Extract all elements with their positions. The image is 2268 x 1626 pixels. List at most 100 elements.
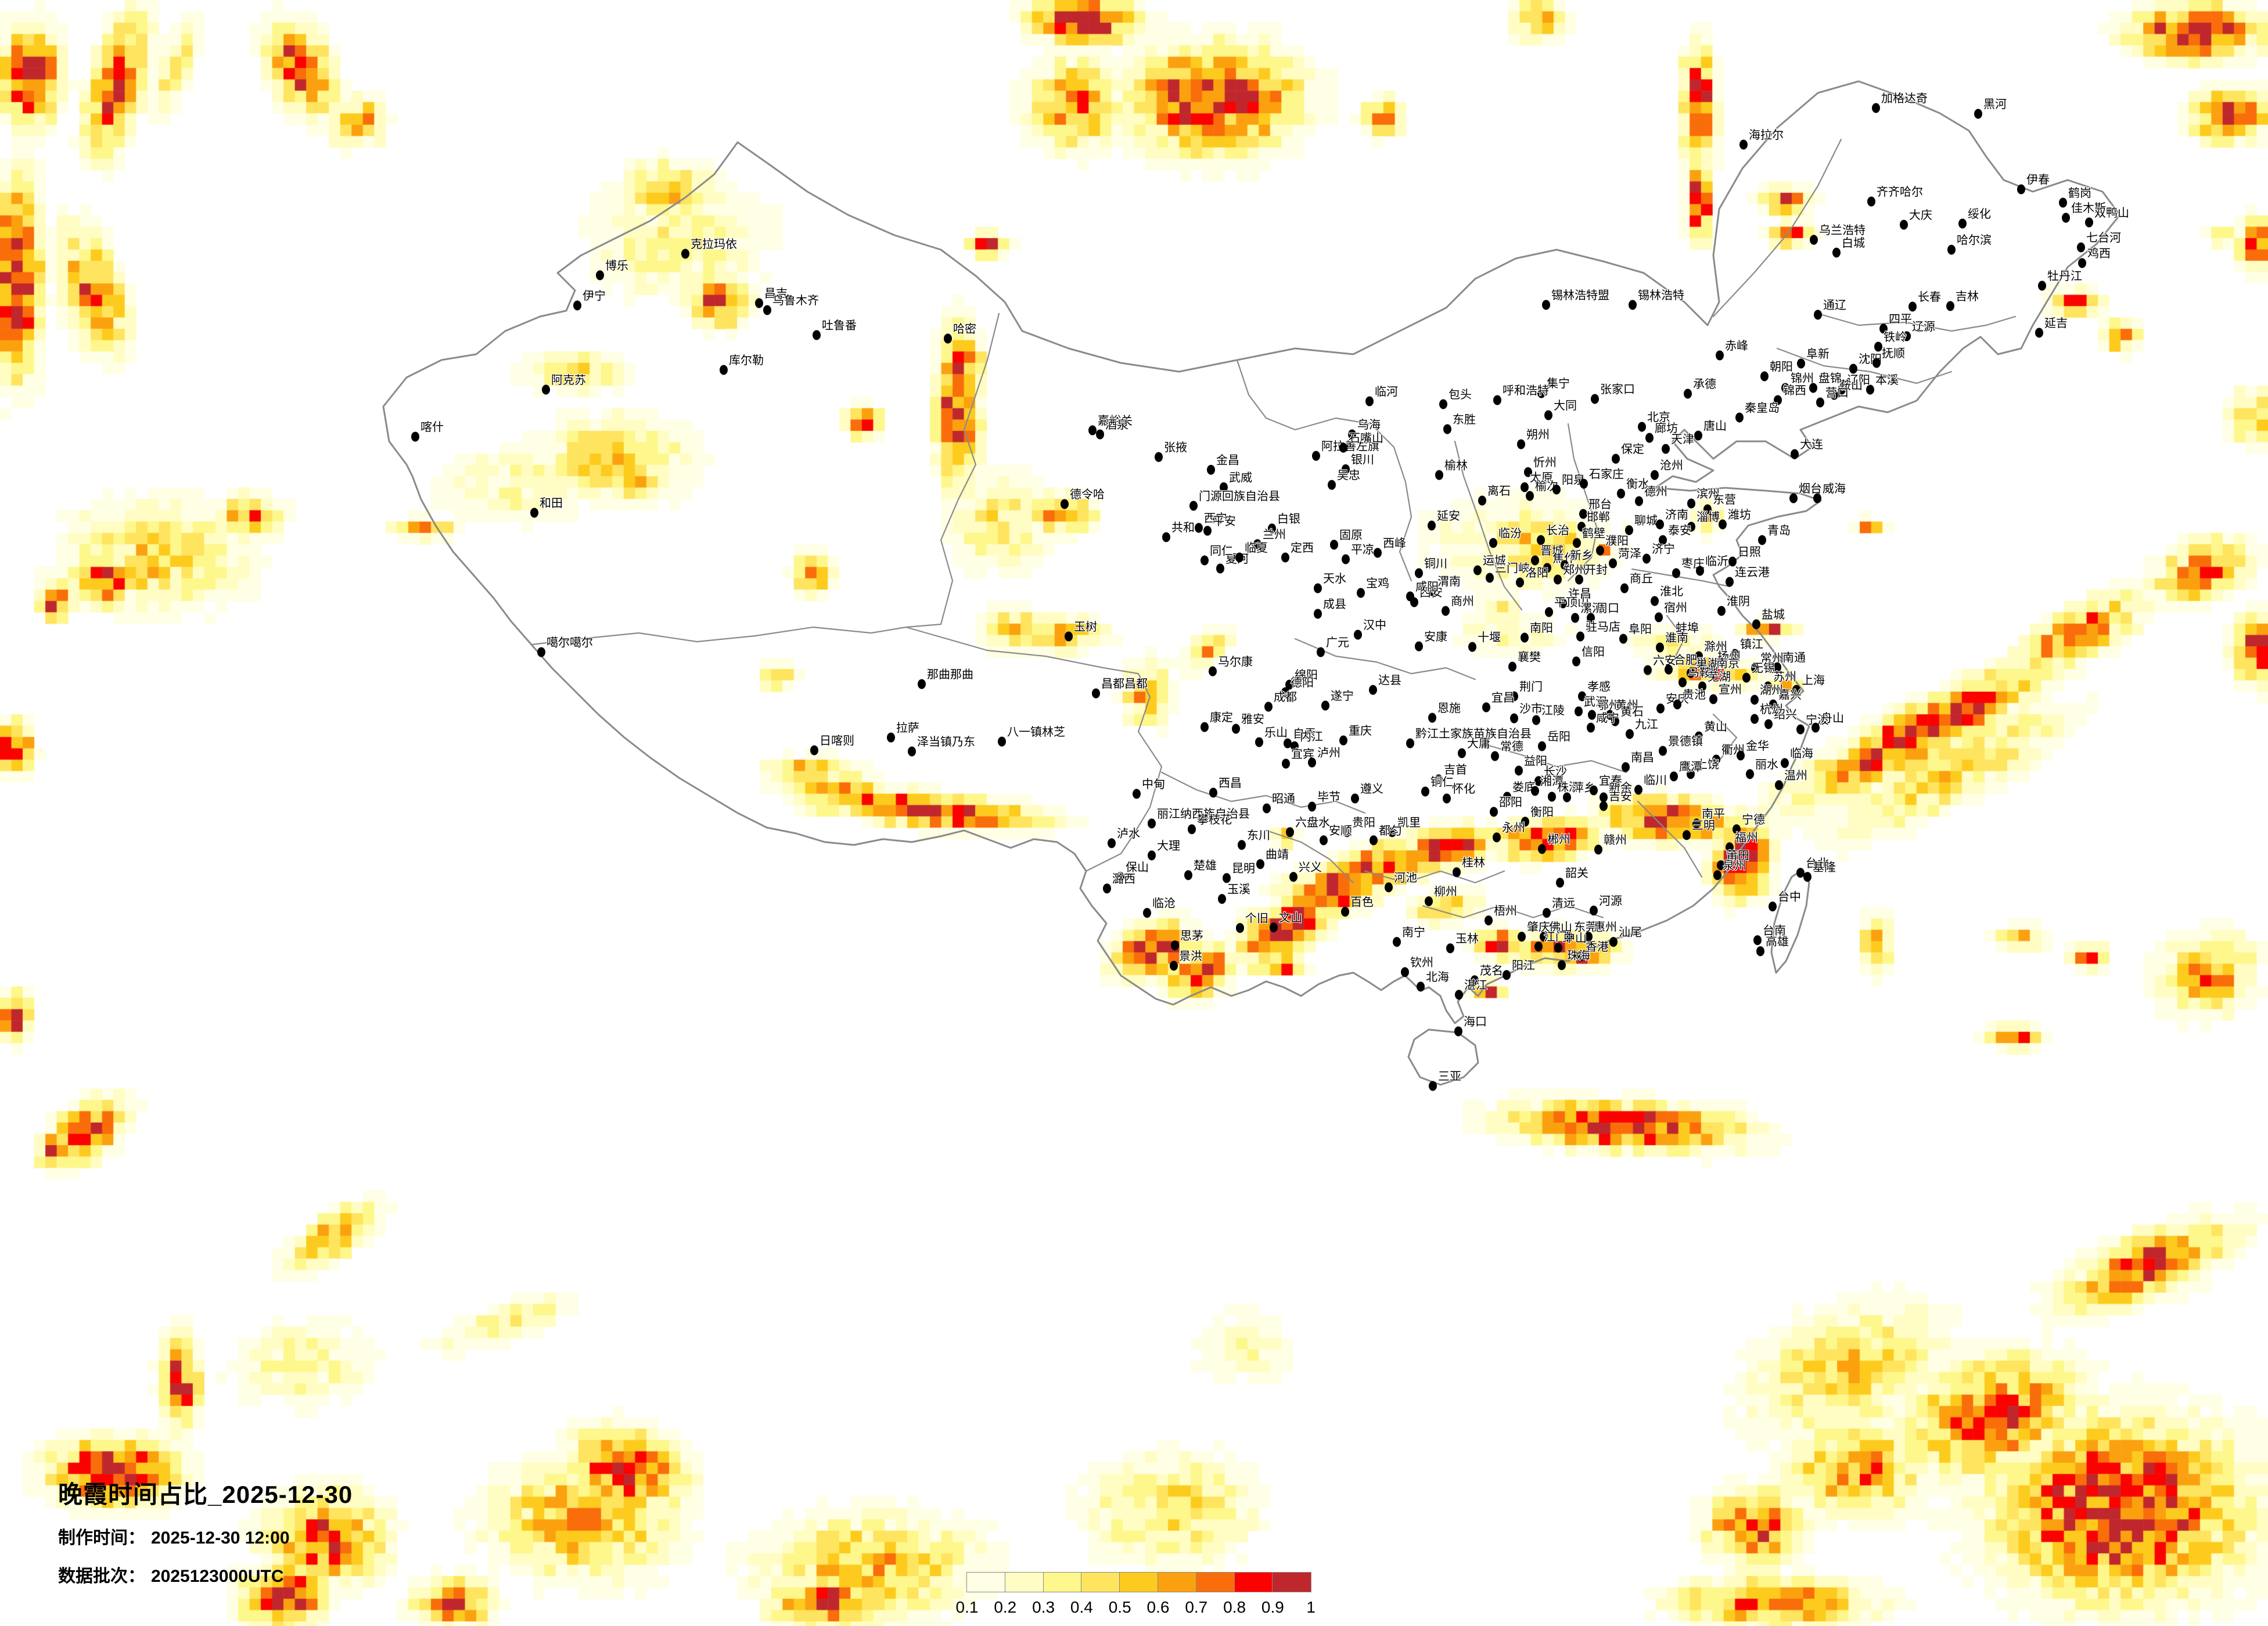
city-dot — [1946, 301, 1954, 311]
city-dot — [1281, 552, 1289, 563]
city-dot — [1625, 525, 1633, 535]
city-label: 岳阳 — [1547, 731, 1570, 743]
city-label: 赤峰 — [1725, 340, 1748, 352]
make-time-line: 制作时间： 2025-12-30 12:00 — [58, 1523, 353, 1549]
city-dot — [1286, 827, 1294, 837]
city-dot — [908, 746, 916, 757]
city-label: 中甸 — [1142, 778, 1165, 791]
city-label: 鹰潭 — [1679, 761, 1702, 774]
city-label: 同仁 — [1210, 545, 1233, 557]
city-dot — [1717, 606, 1726, 616]
city-dot — [1343, 827, 1351, 837]
city-label: 嘉峪关 — [1098, 415, 1133, 427]
city-label: 阿拉善左旗 — [1321, 440, 1379, 453]
city-label: 巢湖 — [1696, 657, 1719, 670]
city-label: 铜川 — [1424, 557, 1447, 570]
city-label: 三亚 — [1438, 1070, 1461, 1083]
city-label: 许昌 — [1568, 588, 1591, 600]
city-dot — [1428, 520, 1436, 531]
city-dot — [1232, 724, 1240, 734]
city-label: 娄底 — [1512, 781, 1536, 794]
city-dot — [1695, 651, 1703, 661]
city-dot — [1726, 842, 1734, 852]
city-dot — [1672, 568, 1680, 578]
city-label: 长治 — [1546, 524, 1569, 537]
city-label: 雅安 — [1241, 713, 1264, 726]
city-label: 梧州 — [1494, 905, 1517, 918]
city-label: 烟台 — [1799, 483, 1822, 495]
city-label: 中山 — [1563, 932, 1587, 945]
city-dot — [1542, 300, 1550, 310]
city-label: 赣州 — [1604, 834, 1627, 847]
city-dot — [1216, 563, 1224, 574]
city-dot — [1162, 532, 1170, 542]
city-dot — [1908, 301, 1917, 312]
city-dot — [1707, 668, 1715, 678]
city-dot — [1235, 552, 1243, 563]
city-label: 运城 — [1483, 555, 1506, 567]
city-label: 双鸭山 — [2094, 207, 2129, 220]
city-label: 潍坊 — [1728, 509, 1751, 521]
city-dot — [1263, 803, 1271, 814]
city-label: 成都 — [1274, 691, 1297, 704]
city-label: 太原 — [1530, 472, 1553, 484]
city-dot — [1209, 666, 1217, 677]
city-dot — [1947, 244, 1956, 255]
city-dot — [1425, 896, 1433, 906]
make-time-label: 制作时间： — [58, 1528, 145, 1548]
city-dot — [1478, 495, 1486, 506]
city-dot — [1270, 922, 1278, 933]
city-label: 临河 — [1375, 386, 1398, 398]
city-dot — [1207, 465, 1215, 475]
city-dot — [1339, 443, 1347, 453]
city-label: 库尔勒 — [729, 354, 764, 367]
city-label: 大连 — [1800, 438, 1823, 451]
city-dot — [1317, 647, 1325, 657]
city-label: 文山 — [1279, 912, 1302, 924]
city-label: 镇江 — [1740, 638, 1763, 651]
city-label: 九江 — [1635, 718, 1658, 731]
city-label: 成县 — [1323, 598, 1346, 611]
city-dot — [1428, 586, 1436, 596]
city-label: 鄂州 — [1597, 699, 1620, 712]
city-label: 三门峡 — [1495, 562, 1530, 575]
city-label: 滨州 — [1696, 488, 1720, 501]
city-label: 泽当镇乃东 — [917, 736, 975, 749]
city-label: 高雄 — [1766, 936, 1789, 948]
city-label: 门源回族自治县 — [1199, 490, 1280, 503]
city-dot — [1415, 568, 1423, 578]
city-dot — [2038, 280, 2046, 291]
city-label: 噶尔噶尔 — [547, 636, 593, 649]
city-label: 扬州 — [1717, 650, 1741, 663]
city-dot — [1753, 935, 1762, 945]
city-dot — [1588, 710, 1596, 720]
city-dot — [1713, 870, 1721, 880]
city-dot — [1644, 665, 1652, 675]
city-label: 泰安 — [1668, 524, 1691, 537]
city-dot — [1312, 451, 1320, 461]
city-dot — [1587, 722, 1595, 733]
city-label: 定西 — [1291, 542, 1314, 555]
city-dot — [1573, 538, 1581, 548]
city-label: 珠海 — [1567, 949, 1590, 962]
city-dot — [2077, 242, 2085, 253]
city-label: 那曲那曲 — [927, 668, 973, 681]
city-label: 日照 — [1738, 546, 1761, 559]
city-dot — [1655, 612, 1663, 623]
city-dot — [1781, 383, 1789, 393]
city-label: 连云港 — [1735, 566, 1770, 579]
city-dot — [1341, 906, 1349, 917]
city-label: 洛阳 — [1525, 567, 1548, 580]
city-dot — [1731, 649, 1739, 659]
city-dot — [1510, 691, 1518, 702]
city-dot — [1575, 574, 1583, 585]
city-dot — [1148, 818, 1156, 829]
city-dot — [1236, 923, 1244, 933]
city-dot — [1143, 908, 1151, 918]
city-label: 安顺 — [1329, 825, 1352, 837]
city-dot — [1314, 583, 1322, 593]
city-dot — [1521, 632, 1529, 643]
city-dot — [1493, 832, 1501, 843]
city-dot — [2085, 217, 2093, 228]
